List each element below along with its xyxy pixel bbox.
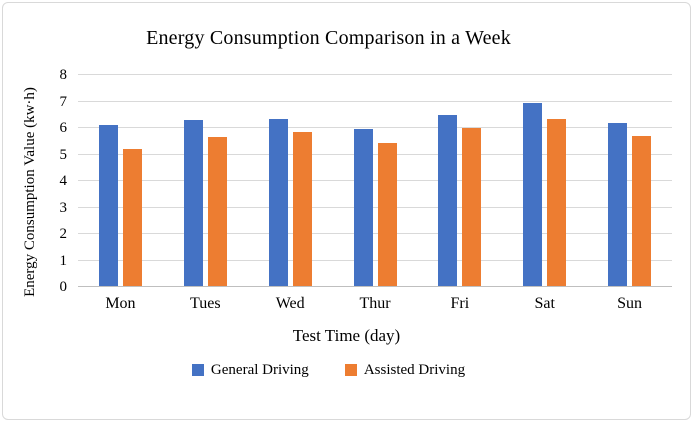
y-tick-label: 4 [59, 173, 68, 189]
legend-label-general-driving: General Driving [210, 362, 309, 378]
x-tick-label-tues: Tues [190, 295, 221, 312]
gridline [78, 233, 672, 234]
legend-item-assisted-driving: Assisted Driving [344, 360, 466, 380]
bar-assisted-driving-wed [292, 131, 312, 287]
gridline [78, 206, 672, 208]
y-tick-label: 0 [59, 279, 68, 295]
x-axis-tick-labels: Mon Tues Wed Thur Fri Sat Sun [78, 294, 672, 314]
bar-general-driving-mon [98, 125, 118, 287]
x-tick-label-thur: Thur [359, 295, 391, 312]
bar-group-tues [163, 75, 248, 287]
x-tick-label-wed: Wed [275, 295, 305, 312]
bar-group-sat [502, 75, 587, 287]
x-tick-label-mon: Mon [105, 295, 136, 312]
bar-general-driving-tues [183, 120, 203, 287]
chart-legend: General Driving Assisted Driving [0, 360, 672, 380]
y-axis-tick-labels: 0 1 2 3 4 5 6 7 8 [39, 67, 68, 295]
x-tick-label-sun: Sun [617, 295, 643, 312]
bar-group-fri [417, 75, 502, 287]
y-tick-label: 2 [59, 226, 68, 242]
gridline [78, 153, 672, 155]
chart-title: Energy Consumption Comparison in a Week [146, 27, 511, 49]
gridline [78, 100, 672, 102]
legend-swatch-general-driving [191, 364, 204, 376]
legend-swatch-assisted-driving [344, 364, 357, 376]
y-tick-label: 7 [59, 93, 68, 110]
bar-general-driving-sat [523, 102, 543, 287]
x-tick-label-sat: Sat [534, 295, 555, 312]
gridline [78, 127, 672, 128]
x-tick-label-fri: Fri [450, 295, 470, 312]
legend-item-general-driving: General Driving [191, 360, 309, 380]
bar-assisted-driving-tues [207, 137, 227, 287]
bar-general-driving-sun [608, 122, 628, 287]
y-tick-label: 5 [59, 146, 68, 163]
gridline [78, 74, 672, 75]
bar-assisted-driving-thur [377, 142, 397, 287]
legend-label-assisted-driving: Assisted Driving [363, 362, 466, 378]
bar-assisted-driving-sat [547, 118, 567, 287]
bar-group-sun [587, 75, 672, 287]
gridline [78, 259, 672, 261]
x-axis-line [78, 286, 672, 287]
plot-area [78, 74, 672, 287]
bar-assisted-driving-sun [632, 135, 652, 287]
y-tick-label: 6 [59, 120, 68, 136]
bar-group-wed [248, 75, 333, 287]
bar-group-mon [78, 75, 163, 287]
bar-assisted-driving-mon [122, 149, 142, 287]
bar-general-driving-fri [438, 114, 458, 287]
gridline [78, 180, 672, 181]
bar-general-driving-wed [268, 118, 288, 287]
bar-series-container [78, 75, 672, 287]
x-axis-title: Test Time (day) [292, 326, 401, 345]
y-tick-label: 3 [59, 199, 68, 216]
y-tick-label: 1 [59, 252, 68, 269]
bar-general-driving-thur [353, 129, 373, 287]
bar-assisted-driving-fri [462, 128, 482, 287]
bar-group-thur [333, 75, 418, 287]
y-tick-label: 8 [59, 67, 68, 83]
